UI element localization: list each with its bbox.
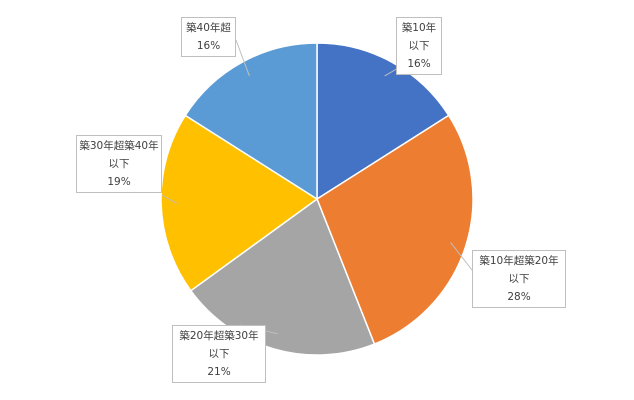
category-label: 築40年超 [186,22,231,34]
callout-pointer [450,242,473,271]
percent-label: 16% [407,58,431,70]
callout-pointer [235,39,250,77]
pie-slice [189,197,376,356]
percent-label: 19% [107,176,131,188]
pie-slice [316,42,450,201]
percent-label: 28% [507,291,531,303]
percent-label: 21% [207,366,231,378]
callout-pointer [161,194,177,204]
data-label: 築10年以下 16% [396,17,442,75]
category-label: 築30年超築40年以下 [79,140,159,170]
data-label: 築40年超 16% [181,17,236,57]
pie-slice [316,114,474,346]
data-label: 築30年超築40年以下 19% [76,135,162,193]
category-label: 築10年超築20年以下 [479,255,559,285]
percent-label: 16% [196,40,221,52]
category-label: 築10年以下 [401,22,437,52]
data-label: 築10年超築20年以下 28% [472,250,566,308]
category-label: 築20年超築30年以下 [179,330,259,360]
pie-slice [160,114,319,292]
data-label: 築20年超築30年以下 21% [172,325,266,383]
pie-slice [184,42,318,201]
